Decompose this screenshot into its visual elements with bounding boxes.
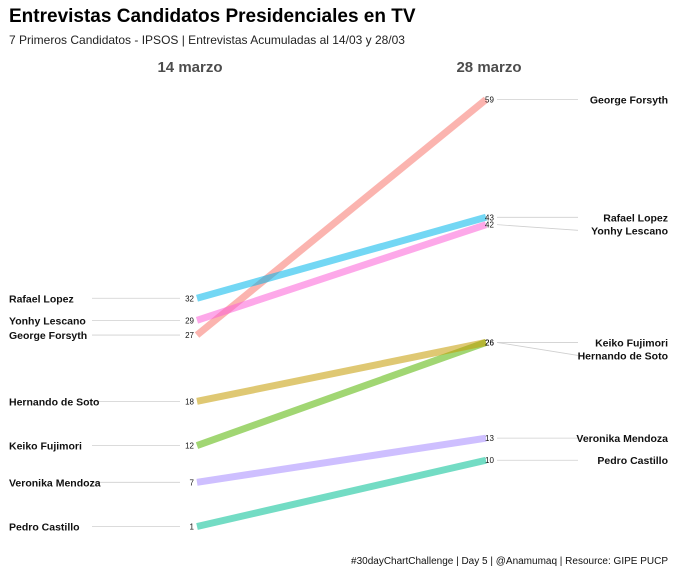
slope-line-yonhy-lescano — [195, 221, 488, 324]
value-label-28-marzo-rafael-lopez: 43 — [485, 213, 494, 222]
slope-line-pedro-castillo — [196, 456, 487, 530]
value-label-14-marzo-yonhy-lescano: 29 — [185, 316, 194, 325]
value-label-28-marzo-pedro-castillo: 10 — [485, 456, 494, 465]
value-label-14-marzo-george-forsyth: 27 — [185, 331, 194, 340]
value-label-28-marzo-yonhy-lescano: 42 — [485, 221, 494, 230]
name-label-left-rafael-lopez: Rafael Lopez — [9, 293, 74, 305]
chart-subtitle: 7 Primeros Candidatos - IPSOS | Entrevis… — [9, 33, 405, 47]
name-label-left-veronika-mendoza: Veronika Mendoza — [9, 477, 101, 489]
slope-line-keiko-fujimori — [195, 339, 488, 449]
leader-right-yonhy-lescano — [496, 224, 579, 231]
name-label-right-pedro-castillo: Pedro Castillo — [597, 455, 668, 467]
slope-line-hernando-de-soto — [196, 339, 487, 405]
value-label-14-marzo-hernando-de-soto: 18 — [185, 397, 194, 406]
name-label-left-keiko-fujimori: Keiko Fujimori — [9, 441, 82, 453]
name-label-right-george-forsyth: George Forsyth — [590, 95, 668, 107]
name-label-right-veronika-mendoza: Veronika Mendoza — [576, 433, 668, 445]
chart-caption: #30dayChartChallenge | Day 5 | @Anamumaq… — [351, 556, 668, 567]
name-label-right-hernando-de-soto: Hernando de Soto — [578, 350, 668, 362]
name-label-left-george-forsyth: George Forsyth — [9, 330, 87, 342]
name-label-right-yonhy-lescano: Yonhy Lescano — [591, 225, 668, 237]
slope-line-rafael-lopez — [196, 213, 487, 302]
value-label-28-marzo-george-forsyth: 59 — [485, 96, 494, 105]
name-label-right-keiko-fujimori: Keiko Fujimori — [595, 337, 668, 349]
leader-lines — [92, 99, 579, 527]
name-label-left-pedro-castillo: Pedro Castillo — [9, 522, 80, 534]
column-header-14-marzo: 14 marzo — [157, 59, 222, 76]
name-label-left-yonhy-lescano: Yonhy Lescano — [9, 315, 86, 327]
value-label-14-marzo-pedro-castillo: 1 — [190, 523, 195, 532]
value-label-14-marzo-rafael-lopez: 32 — [185, 294, 194, 303]
chart-labels: 27 59 George Forsyth George Forsyth 32 43 Rafa… — [9, 95, 668, 534]
value-label-28-marzo-keiko-fujimori: 26 — [485, 338, 494, 347]
slope-lines — [194, 96, 489, 530]
value-label-28-marzo-hernando-de-soto: 26 — [485, 338, 494, 347]
value-label-14-marzo-keiko-fujimori: 12 — [185, 442, 194, 451]
chart-title: Entrevistas Candidatos Presidenciales en… — [9, 6, 416, 27]
value-label-28-marzo-veronika-mendoza: 13 — [485, 434, 494, 443]
name-label-right-rafael-lopez: Rafael Lopez — [603, 212, 668, 224]
name-label-left-hernando-de-soto: Hernando de Soto — [9, 396, 99, 408]
slope-line-veronika-mendoza — [196, 434, 487, 486]
value-label-14-marzo-veronika-mendoza: 7 — [190, 478, 195, 487]
leader-right-hernando-de-soto — [496, 342, 579, 356]
column-header-28-marzo: 28 marzo — [456, 59, 521, 76]
slope-line-george-forsyth — [194, 96, 489, 338]
